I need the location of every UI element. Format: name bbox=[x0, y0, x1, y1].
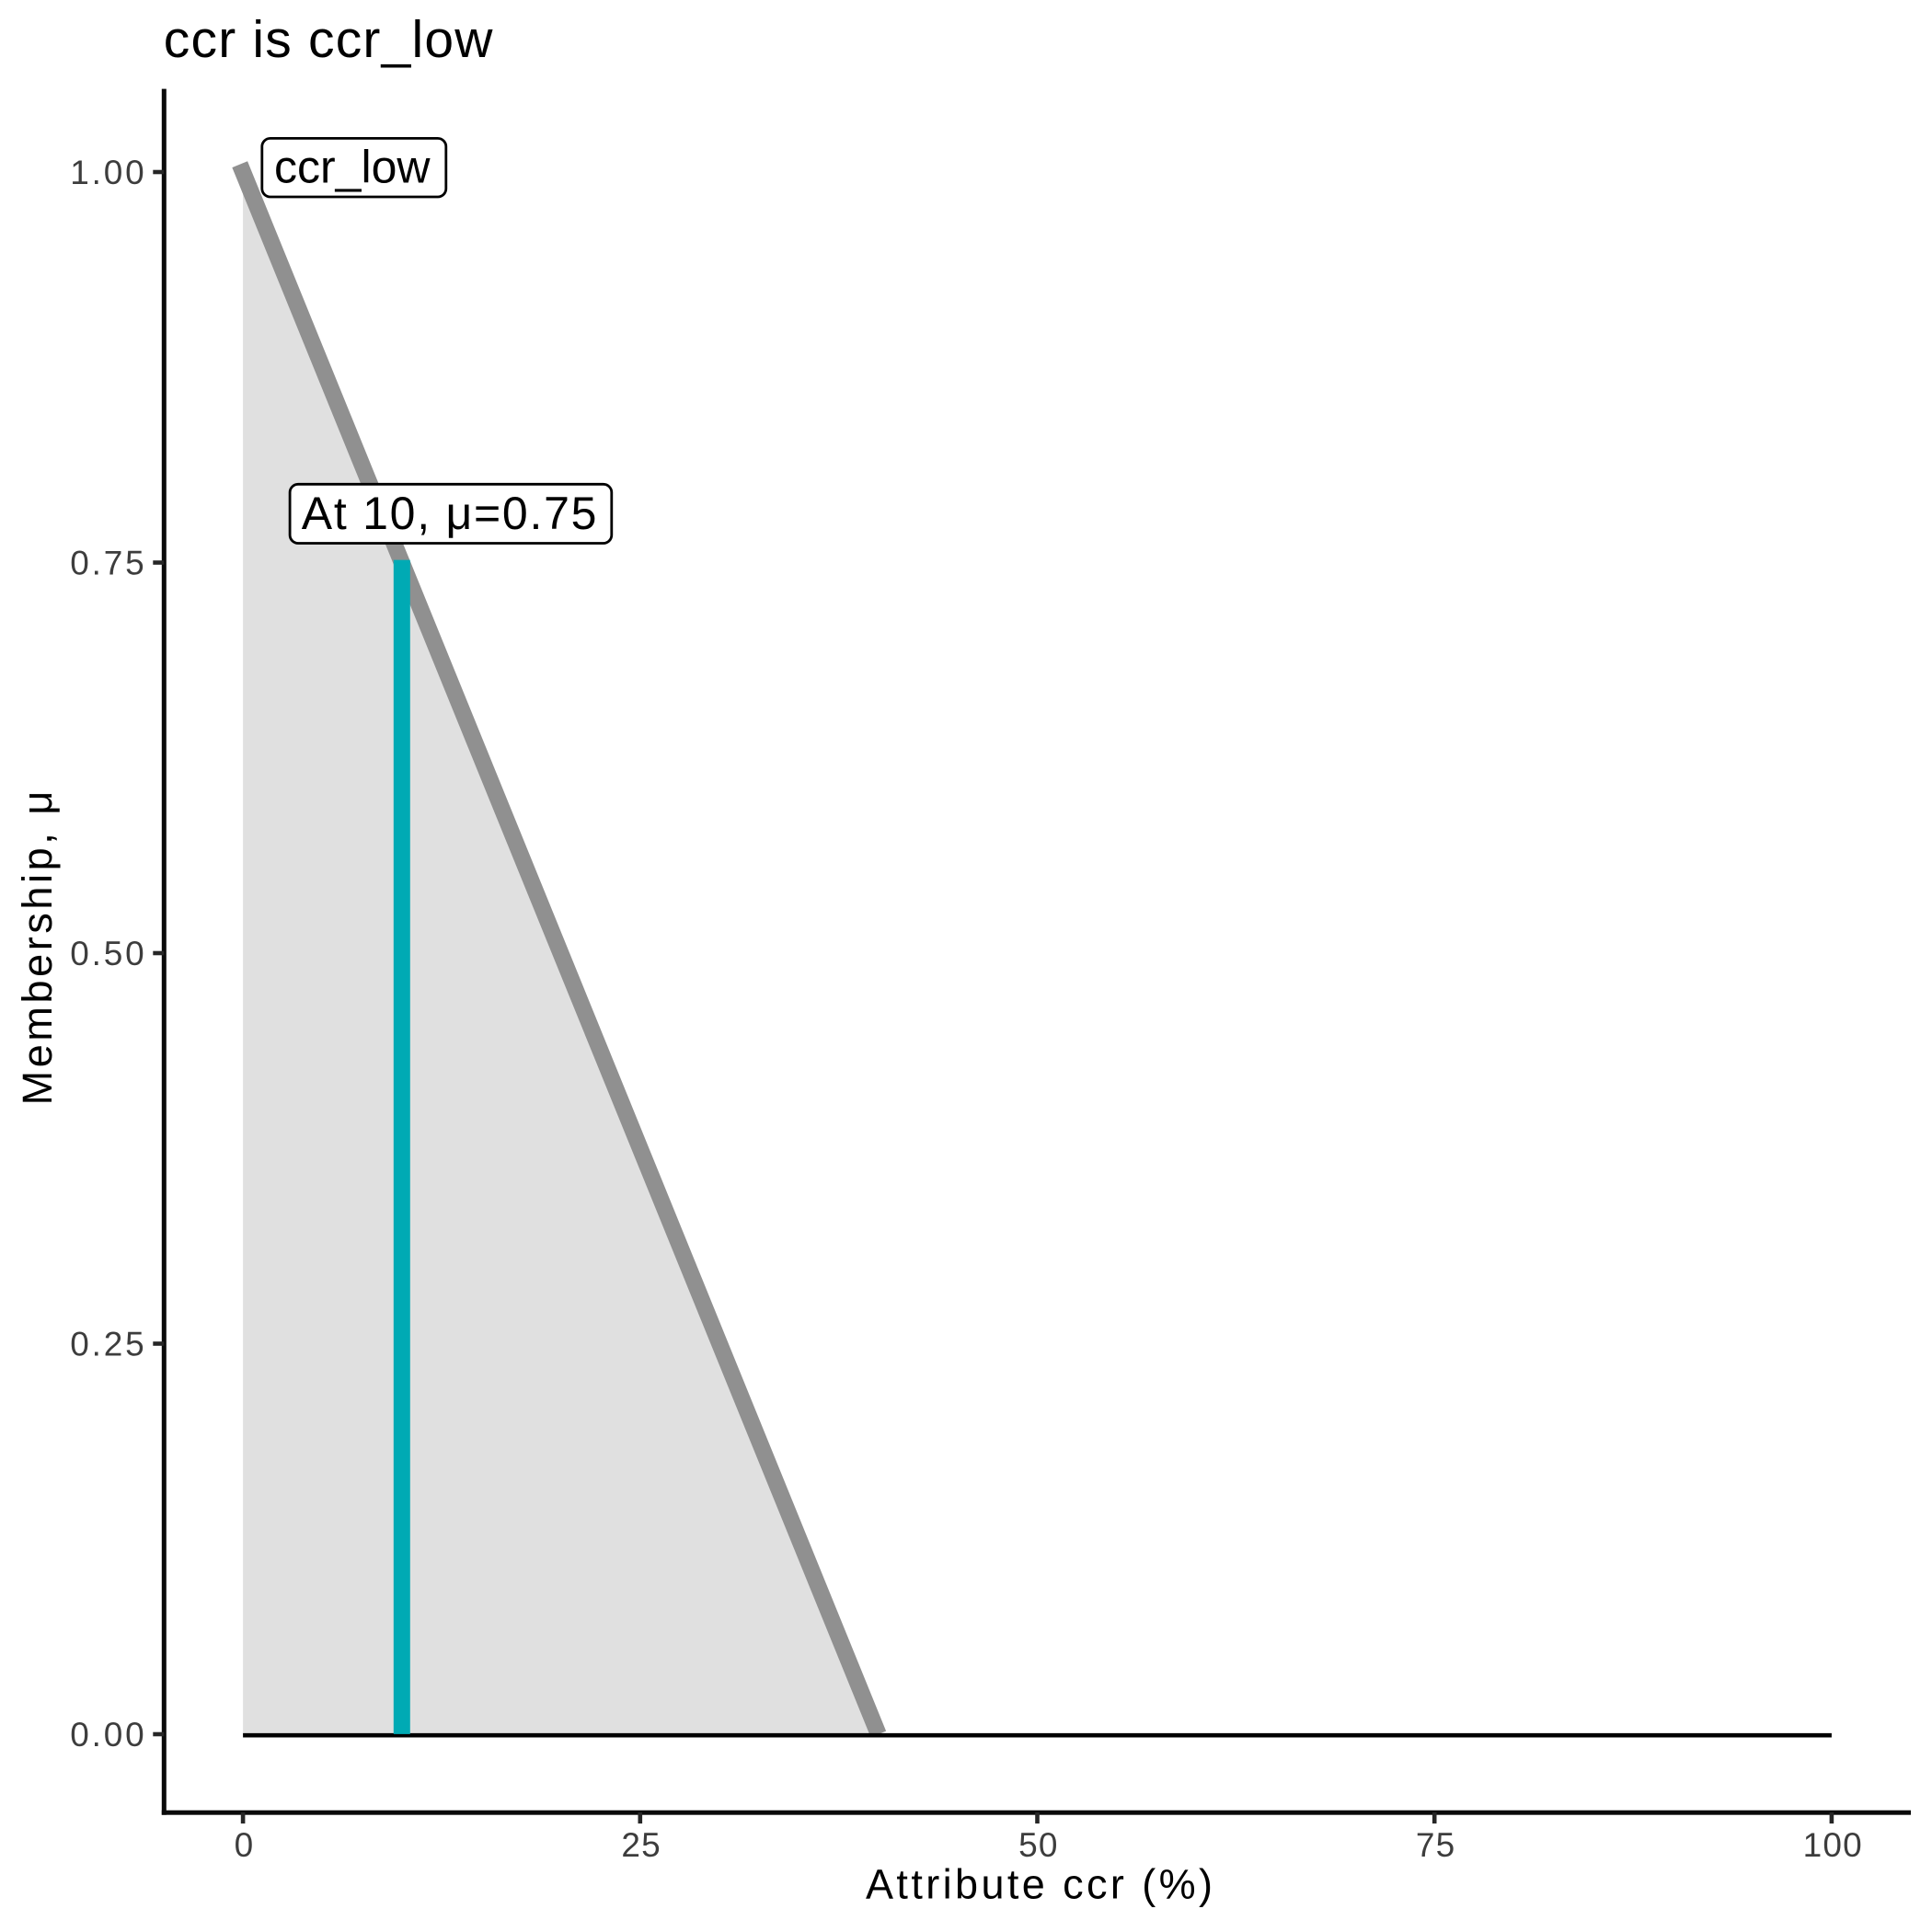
svg-text:0.25: 0.25 bbox=[70, 1326, 146, 1363]
svg-text:At 10, μ=0.75: At 10, μ=0.75 bbox=[302, 488, 598, 539]
svg-text:ccr_low: ccr_low bbox=[274, 142, 431, 193]
svg-text:0.75: 0.75 bbox=[70, 545, 146, 582]
svg-text:100: 100 bbox=[1803, 1826, 1863, 1864]
svg-text:0.00: 0.00 bbox=[70, 1716, 146, 1754]
svg-text:0.50: 0.50 bbox=[70, 935, 146, 972]
svg-text:ccr is ccr_low: ccr is ccr_low bbox=[164, 10, 494, 69]
svg-text:25: 25 bbox=[621, 1826, 661, 1864]
svg-text:75: 75 bbox=[1416, 1826, 1456, 1864]
svg-text:50: 50 bbox=[1018, 1826, 1059, 1864]
svg-text:0: 0 bbox=[235, 1826, 255, 1864]
svg-text:Membership, μ: Membership, μ bbox=[14, 788, 61, 1105]
svg-text:Attribute ccr (%): Attribute ccr (%) bbox=[866, 1861, 1215, 1908]
svg-text:1.00: 1.00 bbox=[70, 154, 146, 191]
